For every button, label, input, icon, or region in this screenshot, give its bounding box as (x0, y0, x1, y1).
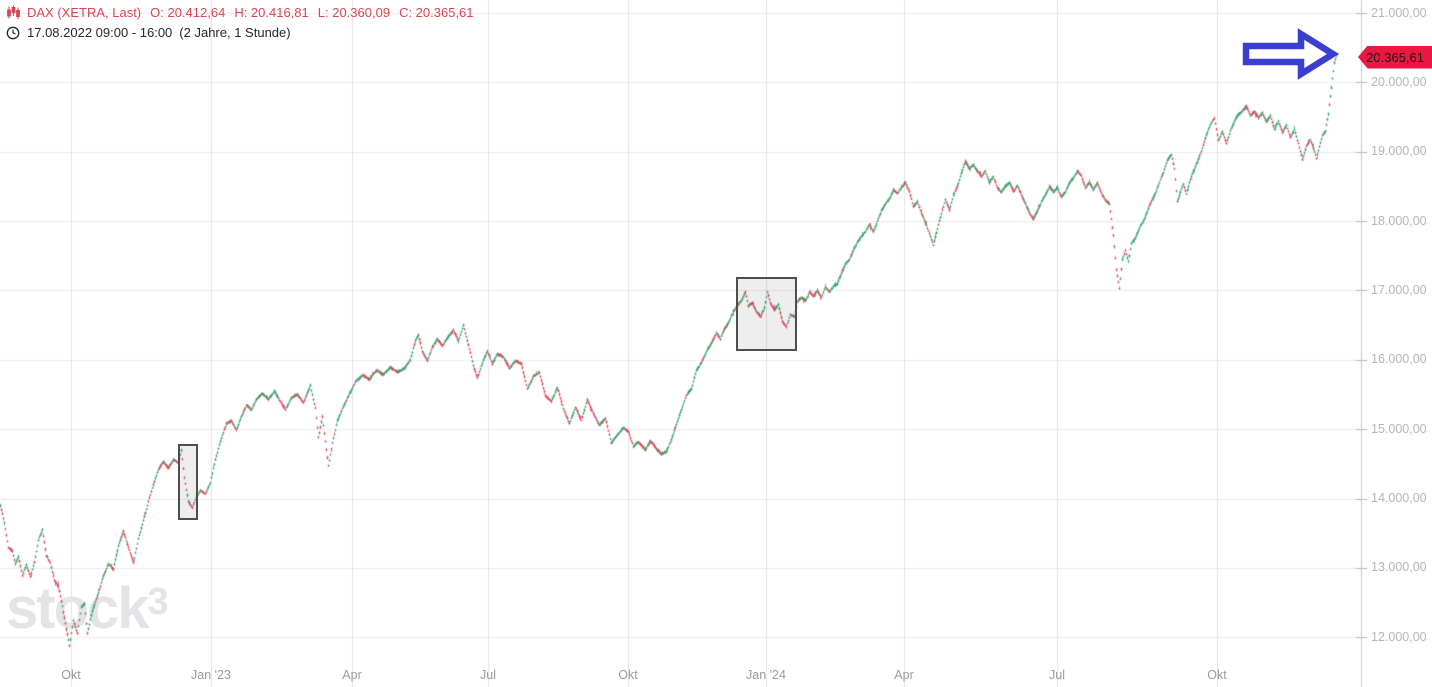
time-axis-label: Okt (61, 668, 81, 682)
annotation-box[interactable] (736, 277, 797, 351)
time-axis-label: Jan '23 (191, 668, 231, 682)
price-axis-label: 21.000,00 (1371, 5, 1427, 20)
price-axis-label: 13.000,00 (1371, 560, 1427, 575)
time-axis-label: Apr (894, 668, 914, 682)
close-value: C: 20.365,61 (399, 5, 474, 20)
price-axis-label: 14.000,00 (1371, 491, 1427, 506)
open-value: O: 20.412,64 (150, 5, 226, 20)
price-axis-label: 16.000,00 (1371, 352, 1427, 367)
time-axis-label: Jan '24 (746, 668, 786, 682)
price-axis-label: 12.000,00 (1371, 629, 1427, 644)
high-value: H: 20.416,81 (234, 5, 309, 20)
candlestick-icon (7, 5, 20, 19)
date-range-label: 17.08.2022 09:00 - 16:00 (27, 25, 173, 40)
low-value: L: 20.360,09 (317, 5, 391, 20)
symbol-label: DAX (XETRA, Last) (27, 5, 142, 20)
clock-icon (6, 26, 20, 39)
price-axis-label: 18.000,00 (1371, 213, 1427, 228)
last-price-tag: 20.365,61 (1358, 45, 1432, 69)
time-axis-label: Okt (618, 668, 638, 682)
interval-label: (2 Jahre, 1 Stunde) (179, 25, 291, 40)
time-axis-label: Apr (342, 668, 362, 682)
price-axis-label: 19.000,00 (1371, 144, 1427, 159)
chart-legend: DAX (XETRA, Last) O: 20.412,64 H: 20.416… (6, 5, 474, 20)
time-axis-label: Jul (480, 668, 496, 682)
last-price-value: 20.365,61 (1366, 49, 1424, 65)
price-axis-label: 15.000,00 (1371, 421, 1427, 436)
price-axis-label: 20.000,00 (1371, 74, 1427, 89)
time-axis-label: Jul (1049, 668, 1065, 682)
price-axis-label: 17.000,00 (1371, 282, 1427, 297)
blue-arrow-annotation[interactable] (1242, 28, 1340, 80)
timeframe-info: 17.08.2022 09:00 - 16:00 (2 Jahre, 1 Stu… (6, 25, 291, 40)
annotation-box[interactable] (178, 444, 198, 520)
time-axis-label: Okt (1207, 668, 1227, 682)
